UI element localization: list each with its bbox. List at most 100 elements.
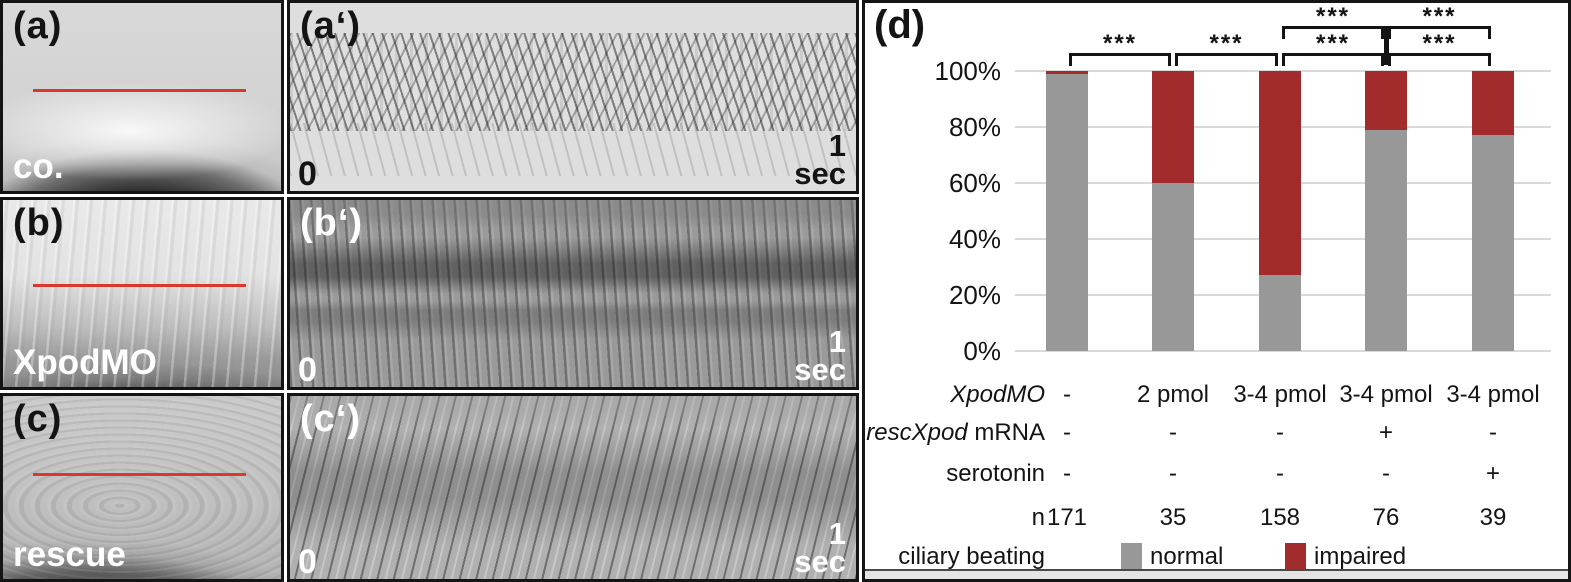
condition-row-label: rescXpod mRNA [865,418,1045,448]
sample-label: XpodMO [13,343,157,382]
time-axis-end-unit: sec [794,544,846,580]
kymograph-scan-line [33,89,246,93]
condition-row-label: XpodMO [865,380,1045,410]
condition-value: 3-4 pmol [1339,381,1433,408]
time-axis-end-value: 1 [828,127,846,163]
panel-letter: (c‘) [300,398,361,440]
bar-impaired-segment [1365,71,1407,130]
condition-row-label: n [865,503,1045,533]
condition-value: 35 [1159,504,1187,531]
micrograph-image [3,396,281,579]
condition-value: - [1063,419,1071,446]
time-axis-end-value: 1 [828,323,846,359]
micrograph-image [3,200,281,387]
panel-kymograph-rescue: (c‘) 0 1 sec [287,393,859,582]
chart-bottom-strip [865,569,1568,579]
significance-bracket [1282,26,1384,39]
significance-bracket [1175,53,1278,66]
legend-swatch-normal [1121,543,1142,570]
gridline [1015,350,1551,352]
sample-label: co. [13,147,64,186]
condition-value: + [1485,460,1500,487]
time-axis-end: 1 sec [794,127,846,189]
y-axis-tick-label: 40% [948,224,1001,254]
y-axis-tick-label: 60% [948,168,1001,198]
bar-impaired-segment [1046,71,1088,74]
time-axis-start: 0 [298,351,317,389]
condition-value: - [1063,381,1071,408]
kymograph-image [290,396,856,579]
significance-bracket [1388,26,1491,39]
condition-row-label-part: rescXpod [866,419,968,446]
condition-value: - [1276,419,1284,446]
condition-row-label-part: n [1031,504,1045,531]
time-axis-start: 0 [298,155,317,193]
panel-letter: (b) [13,202,65,244]
condition-row-label: serotonin [865,459,1045,489]
time-axis-end-unit: sec [794,352,846,388]
stacked-bar-chart: (d) 0% 20% 40% 60% 80% 100% *** *** *** *** *** ***… [865,3,1568,579]
significance-stars: *** [1422,30,1457,57]
panel-kymograph-xpodmo: (b‘) 0 1 sec [287,197,859,390]
time-axis-start: 0 [298,543,317,581]
kymograph-image [290,123,856,176]
legend-label: impaired [1314,543,1407,570]
y-axis-tick-label: 0% [963,336,1001,366]
panel-letter: (d) [874,3,926,47]
panel-micrograph-rescue: (c) rescue [0,393,284,582]
condition-value: 76 [1372,504,1400,531]
kymograph-scan-line [33,472,246,476]
significance-bracket [1069,53,1171,66]
condition-value: - [1382,460,1390,487]
panel-micrograph-xpodmo: (b) XpodMO [0,197,284,390]
time-axis-end: 1 sec [794,323,846,388]
condition-row-label-part: serotonin [946,460,1045,487]
bar-normal-segment [1365,129,1407,351]
condition-value: 39 [1479,504,1507,531]
condition-value: - [1276,460,1284,487]
condition-value: 3-4 pmol [1233,381,1327,408]
significance-bracket [1388,53,1491,66]
kymograph-image [290,200,856,387]
condition-value: 2 pmol [1136,381,1210,408]
panel-kymograph-control: (a‘) 0 1 sec [287,0,859,194]
significance-stars: *** [1315,3,1351,30]
bar-impaired-segment [1259,71,1301,276]
panel-letter: (b‘) [300,202,364,244]
panel-letter: (a) [13,5,63,47]
significance-bracket [1282,53,1384,66]
condition-value: + [1378,419,1393,446]
legend-title: ciliary beating [898,543,1045,570]
kymograph-image [290,33,856,131]
legend-label: normal [1150,543,1224,570]
significance-stars: *** [1209,30,1244,57]
condition-row-label-part: XpodMO [950,381,1045,408]
kymograph-scan-line [33,284,246,288]
condition-value: 3-4 pmol [1446,381,1540,408]
bar-normal-segment [1472,135,1514,351]
condition-row-label-part: mRNA [967,419,1045,446]
panel-micrograph-control: (a) co. [0,0,284,194]
condition-value: - [1063,460,1071,487]
panel-chart-ciliary-beating: (d) 0% 20% 40% 60% 80% 100% *** *** *** *** *** ***… [862,0,1571,582]
panel-letter: (c) [13,398,63,440]
bar-normal-segment [1152,183,1194,351]
bar-normal-segment [1259,275,1301,351]
micrograph-image [3,3,281,191]
bar-impaired-segment [1472,71,1514,136]
bar-normal-segment [1046,73,1088,351]
significance-junction-tick [1384,26,1389,65]
significance-stars: *** [1102,30,1138,57]
y-axis-tick-label: 80% [948,112,1001,142]
y-axis-tick-label: 100% [934,56,1002,86]
time-axis-end-value: 1 [828,515,846,551]
condition-value: - [1489,419,1497,446]
legend-swatch-impaired [1285,543,1306,570]
time-axis-end: 1 sec [794,515,846,580]
panel-letter: (a‘) [300,5,361,47]
significance-stars: *** [1315,30,1351,57]
y-axis-tick-label: 20% [948,280,1001,310]
significance-stars: *** [1422,3,1457,30]
condition-value: - [1169,460,1177,487]
condition-value: 158 [1259,504,1301,531]
